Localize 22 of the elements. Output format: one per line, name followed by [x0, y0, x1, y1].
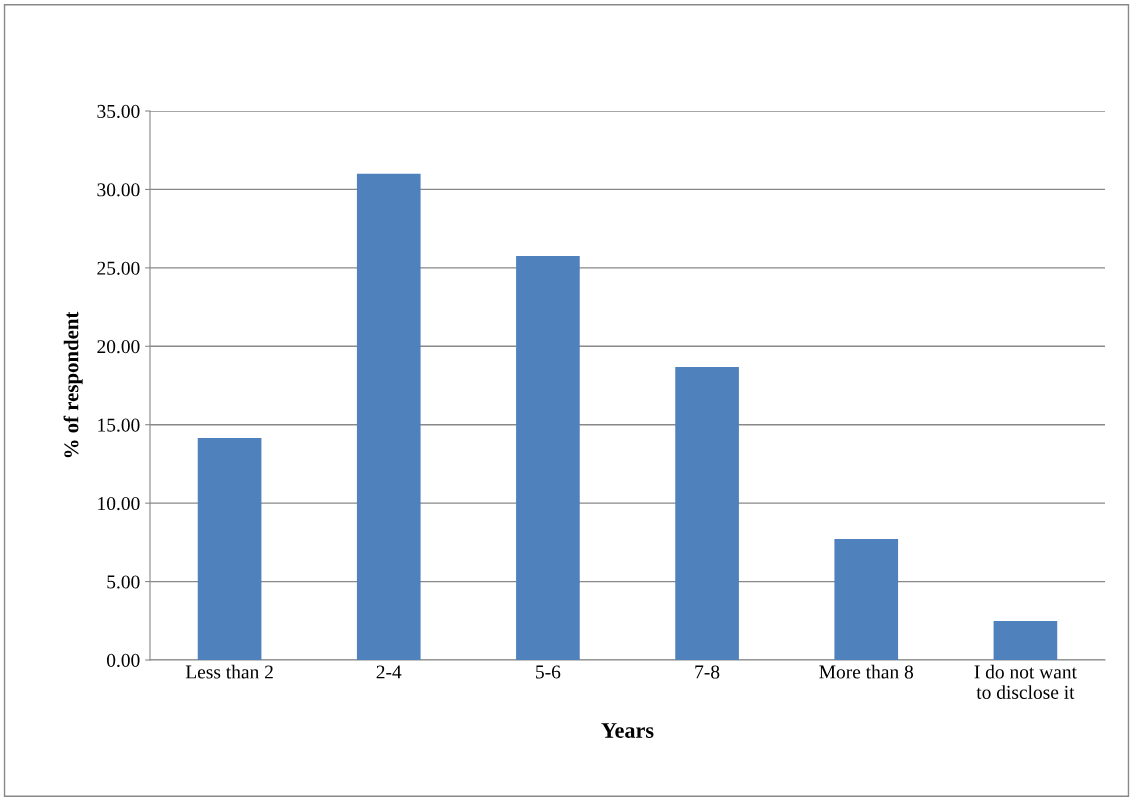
bar [675, 366, 739, 660]
y-tick-label: 10.00 [98, 496, 140, 511]
y-axis-title: % of respondent [63, 311, 83, 458]
bar [834, 539, 899, 660]
x-axis-title: Years [601, 723, 654, 738]
y-tick-label: 5.00 [107, 575, 140, 589]
x-tick-label: 5-6 [536, 665, 561, 679]
y-tick-label: 0.00 [106, 653, 140, 668]
x-tick-label: 7-8 [695, 665, 720, 679]
y-tick-label: 30.00 [97, 183, 140, 197]
y-tick-label: 35.00 [97, 104, 140, 119]
y-tick-label: 15.00 [98, 418, 140, 432]
y-tick-label: 25.00 [97, 261, 140, 275]
bar [516, 255, 580, 660]
x-tick-label: I do not want to disclose it [974, 664, 1077, 699]
bar [197, 438, 262, 660]
x-tick-label: Less than 2 [185, 664, 273, 679]
bar [993, 620, 1058, 660]
bar [356, 173, 421, 660]
x-tick-label: More than 8 [819, 664, 914, 679]
y-tick-label: 20.00 [97, 340, 140, 354]
x-tick-label: 2-4 [376, 665, 402, 679]
